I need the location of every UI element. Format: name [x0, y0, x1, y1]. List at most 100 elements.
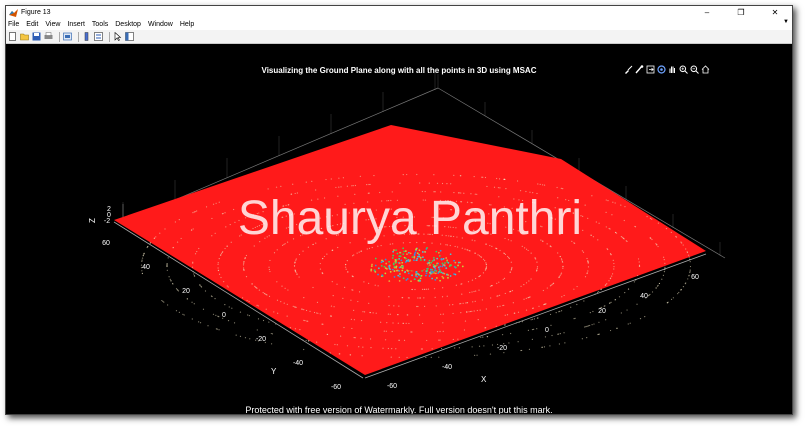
link-icon[interactable]: [63, 32, 72, 41]
save-icon[interactable]: [32, 32, 41, 41]
lidar-point: [554, 218, 556, 220]
lidar-point: [523, 284, 525, 286]
lidar-point: [166, 264, 168, 266]
menu-desktop[interactable]: Desktop: [115, 21, 141, 28]
lidar-point: [608, 302, 611, 304]
menu-edit[interactable]: Edit: [26, 21, 39, 28]
lidar-point: [459, 175, 462, 177]
export-icon[interactable]: [646, 65, 655, 74]
lidar-point: [416, 252, 419, 255]
lidar-point: [141, 257, 144, 259]
lidar-point: [573, 288, 575, 290]
lidar-point: [421, 348, 423, 350]
edit-plot-arrow-icon[interactable]: [113, 32, 122, 41]
lidar-point: [307, 246, 309, 248]
brush-icon[interactable]: [624, 65, 633, 74]
lidar-point: [649, 217, 651, 219]
lidar-point: [377, 226, 379, 229]
home-icon[interactable]: [701, 65, 710, 74]
lidar-point: [141, 260, 143, 262]
lidar-point: [521, 321, 524, 323]
insert-colorbar-icon[interactable]: [82, 32, 91, 41]
rotate-icon[interactable]: [657, 65, 666, 74]
lidar-point: [623, 219, 625, 222]
lidar-point: [431, 348, 433, 350]
lidar-point: [532, 318, 534, 320]
lidar-point: [607, 200, 609, 202]
plot-axes[interactable]: -60 -40 -20 0 20 40 60 X 60 40 20 0 -20 …: [6, 44, 793, 415]
lidar-point: [487, 222, 489, 224]
menu-view[interactable]: View: [45, 21, 61, 28]
lidar-point: [443, 264, 446, 267]
y-tick-label: 40: [142, 264, 150, 271]
lidar-point: [597, 239, 599, 241]
lidar-point: [218, 258, 220, 260]
lidar-point: [385, 330, 387, 332]
lidar-point: [466, 311, 468, 313]
property-inspector-icon[interactable]: [125, 32, 134, 41]
new-figure-icon[interactable]: [8, 32, 17, 41]
lidar-point: [596, 291, 599, 293]
lidar-point: [294, 261, 296, 263]
lidar-point: [682, 286, 685, 288]
menu-overflow-icon[interactable]: ▼: [783, 19, 789, 25]
open-icon[interactable]: [20, 32, 29, 41]
lidar-point: [562, 265, 564, 267]
lidar-point: [485, 262, 487, 264]
lidar-point: [419, 277, 422, 280]
menu-window[interactable]: Window: [147, 21, 173, 28]
lidar-point: [520, 349, 522, 352]
lidar-point: [366, 184, 368, 186]
close-button[interactable]: ✕: [771, 8, 779, 17]
figure-canvas[interactable]: Visualizing the Ground Plane along with …: [6, 44, 793, 415]
menu-tools[interactable]: Tools: [91, 21, 109, 28]
lidar-point: [441, 296, 444, 298]
lidar-point: [354, 193, 356, 195]
lidar-point: [396, 216, 398, 219]
lidar-point: [312, 243, 314, 245]
lidar-point: [266, 236, 268, 238]
maximize-button[interactable]: ❐: [737, 8, 745, 17]
lidar-point: [400, 259, 403, 262]
lidar-point: [247, 314, 249, 316]
lidar-point: [391, 268, 394, 271]
lidar-point: [501, 334, 504, 336]
lidar-point: [442, 287, 444, 289]
lidar-point: [374, 270, 377, 273]
lidar-point: [558, 333, 560, 335]
lidar-point: [435, 270, 438, 272]
lidar-point: [604, 284, 606, 286]
lidar-point: [340, 223, 342, 225]
lidar-point: [430, 261, 433, 264]
lidar-point: [417, 279, 420, 282]
data-tips-icon[interactable]: [635, 65, 644, 74]
lidar-point: [508, 257, 510, 260]
lidar-point: [212, 203, 215, 205]
lidar-point: [401, 269, 404, 272]
lidar-point: [357, 300, 359, 303]
lidar-point: [257, 305, 259, 307]
menu-file[interactable]: File: [8, 21, 20, 28]
lidar-point: [474, 300, 476, 302]
lidar-point: [523, 210, 525, 212]
zoom-out-icon[interactable]: [690, 65, 699, 74]
pan-icon[interactable]: [668, 65, 677, 74]
lidar-point: [495, 247, 497, 250]
menu-help[interactable]: Help: [179, 21, 195, 28]
lidar-point: [269, 270, 271, 273]
lidar-point: [440, 243, 442, 245]
lidar-point: [478, 289, 480, 291]
print-icon[interactable]: [44, 32, 53, 41]
minimize-button[interactable]: –: [704, 8, 710, 17]
lidar-point: [226, 285, 228, 287]
zoom-in-icon[interactable]: [679, 65, 688, 74]
menu-insert[interactable]: Insert: [67, 21, 85, 28]
lidar-point: [391, 348, 393, 350]
lidar-point: [667, 301, 669, 303]
lidar-point: [294, 328, 296, 330]
lidar-point: [344, 266, 347, 268]
insert-legend-icon[interactable]: [94, 32, 103, 41]
x-tick-label: -20: [497, 345, 507, 352]
lidar-point: [290, 214, 293, 216]
lidar-point: [533, 328, 535, 330]
